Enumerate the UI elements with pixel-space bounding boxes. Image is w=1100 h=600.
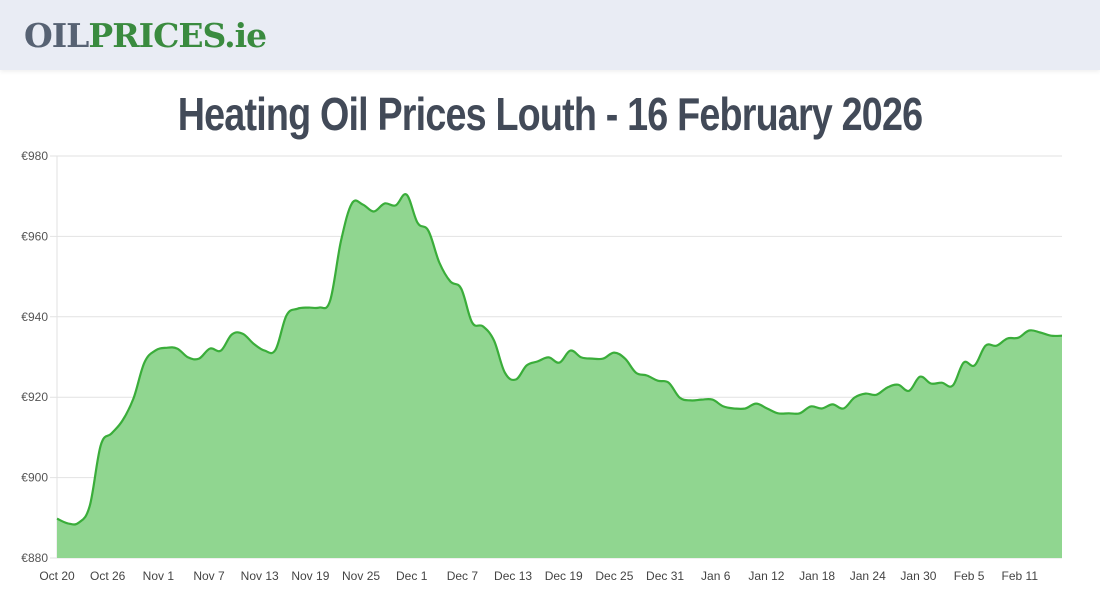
x-tick-label: Dec 19 — [545, 569, 583, 583]
y-tick-label: €980 — [21, 149, 48, 163]
x-tick-label: Jan 30 — [900, 569, 936, 583]
y-tick-label: €880 — [21, 551, 48, 565]
x-tick-label: Jan 6 — [701, 569, 731, 583]
x-tick-label: Jan 24 — [850, 569, 886, 583]
x-tick-label: Nov 13 — [241, 569, 279, 583]
x-tick-label: Jan 18 — [799, 569, 835, 583]
x-tick-label: Jan 12 — [748, 569, 784, 583]
x-tick-label: Feb 5 — [954, 569, 985, 583]
x-tick-label: Dec 31 — [646, 569, 684, 583]
y-tick-label: €900 — [21, 471, 48, 485]
logo-text-oil: OIL — [24, 16, 89, 55]
y-tick-label: €940 — [21, 310, 48, 324]
price-area-fill — [57, 194, 1062, 559]
x-tick-label: Nov 19 — [291, 569, 329, 583]
y-axis: €880 €900 €920 €940 €960 €980 — [21, 149, 48, 565]
x-tick-label: Nov 7 — [193, 569, 225, 583]
price-line — [56, 193, 1063, 526]
x-tick-label: Dec 7 — [447, 569, 479, 583]
x-tick-label: Oct 20 — [39, 569, 75, 583]
x-tick-label: Dec 13 — [494, 569, 532, 583]
page-title: Heating Oil Prices Louth - 16 February 2… — [177, 88, 923, 140]
x-tick-label: Nov 25 — [342, 569, 380, 583]
logo-text-prices: PRICES.ie — [88, 16, 267, 55]
site-header: OILPRICES.ie — [0, 0, 1100, 70]
x-tick-label: Oct 26 — [90, 569, 126, 583]
y-tick-label: €920 — [21, 390, 48, 404]
x-axis: Oct 20 Oct 26 Nov 1 Nov 7 Nov 13 Nov 19 Nov 25… — [39, 569, 1038, 583]
y-tick-label: €960 — [21, 229, 48, 243]
x-tick-label: Feb 11 — [1002, 569, 1039, 583]
x-tick-label: Nov 1 — [143, 569, 175, 583]
site-logo[interactable]: OILPRICES.ie — [24, 16, 267, 56]
x-tick-label: Dec 1 — [396, 569, 428, 583]
x-tick-label: Dec 25 — [595, 569, 633, 583]
